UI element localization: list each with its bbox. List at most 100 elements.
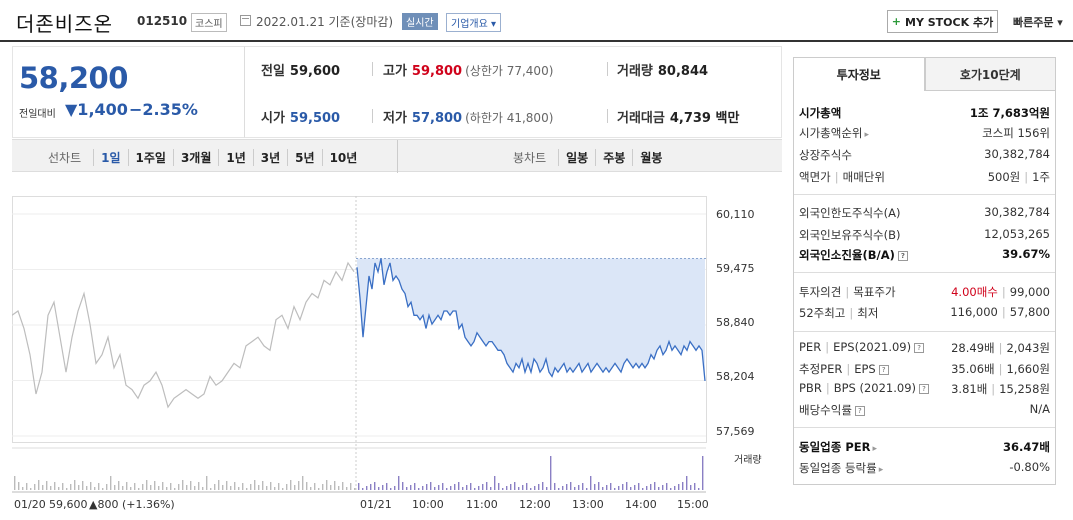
ind-rate-value: -0.80% xyxy=(1009,460,1050,474)
stat-low: 저가 57,800 (하한가 41,800) xyxy=(383,107,553,126)
volume-bar xyxy=(666,483,668,490)
volume-bar xyxy=(30,488,32,490)
volume-bar xyxy=(470,483,472,490)
tab-orderbook-10[interactable]: 호가10단계 xyxy=(924,57,1056,91)
tab-invest-info[interactable]: 투자정보 xyxy=(793,57,925,91)
period-5y[interactable]: 5년 xyxy=(287,149,321,166)
info-row: 52주최고 | 최저 116,000 | 57,800 xyxy=(799,305,1050,321)
volume-bar xyxy=(262,481,264,490)
chevron-right-icon: ▸ xyxy=(878,465,884,475)
volume-bar xyxy=(378,487,380,490)
volume-bar xyxy=(290,480,292,490)
stat-prev-label: 전일 xyxy=(261,64,285,79)
stat-high-value: 59,800 xyxy=(411,64,463,79)
volume-bar xyxy=(134,483,136,490)
volume-bar xyxy=(34,484,36,490)
volume-bar xyxy=(14,476,16,490)
volume-bar xyxy=(578,485,580,490)
period-1d[interactable]: 1일 xyxy=(93,149,127,166)
volume-bar xyxy=(286,484,288,490)
divider: | xyxy=(846,362,851,376)
volume-bar xyxy=(670,488,672,490)
x-tick: 12:00 xyxy=(519,498,551,511)
w52-low-text: 최저 xyxy=(857,306,879,320)
volume-bar xyxy=(654,482,656,490)
volume-bar xyxy=(646,486,648,490)
candle-daily[interactable]: 일봉 xyxy=(558,149,595,166)
prev-day-line xyxy=(12,261,355,409)
divider: | xyxy=(1024,170,1029,184)
market-badge: 코스피 xyxy=(191,13,227,32)
volume-bar xyxy=(694,483,696,490)
plot-frame xyxy=(12,196,707,443)
help-icon[interactable]: ? xyxy=(897,250,908,261)
foreign-hold-value: 12,053,265 xyxy=(984,227,1050,241)
volume-bar xyxy=(518,487,520,490)
period-10y[interactable]: 10년 xyxy=(321,149,365,166)
help-icon[interactable]: ? xyxy=(854,405,865,416)
par-label: 액면가 xyxy=(799,170,831,184)
volume-bar xyxy=(562,486,564,490)
volume-bar xyxy=(250,484,252,490)
period-3y[interactable]: 3년 xyxy=(252,149,287,166)
mktrank-link[interactable]: 시가총액순위 ▸ xyxy=(799,125,869,141)
help-icon[interactable]: ? xyxy=(919,383,930,394)
x-tick: 10:00 xyxy=(412,498,444,511)
help-icon[interactable]: ? xyxy=(878,364,889,375)
candle-weekly[interactable]: 주봉 xyxy=(595,149,632,166)
bps-text: BPS (2021.09) xyxy=(833,381,917,395)
volume-bar xyxy=(70,484,72,490)
volume-bar xyxy=(78,485,80,490)
info-row: 액면가 | 매매단위 500원 | 1주 xyxy=(799,169,1050,185)
volume-bar xyxy=(410,485,412,490)
mktrank-value: 코스피 156위 xyxy=(982,126,1050,140)
stat-lower-limit: (하한가 41,800) xyxy=(465,111,554,125)
candle-monthly[interactable]: 월봉 xyxy=(632,149,669,166)
volume-bar xyxy=(174,488,176,490)
today-line xyxy=(356,258,706,381)
quick-order-button[interactable]: 빠른주문 ▾ xyxy=(1013,16,1063,29)
price-chart[interactable]: 60,110 59,475 58,840 58,204 57,569 거래량 0… xyxy=(12,196,782,520)
pbr-value: 3.81배 | 15,258원 xyxy=(951,381,1050,397)
volume-bar xyxy=(506,486,508,490)
volume-bar xyxy=(390,488,392,490)
per-label: PER | EPS(2021.09)? xyxy=(799,340,925,356)
volume-bar xyxy=(514,482,516,490)
divider: | xyxy=(1001,305,1006,319)
info-row: PER | EPS(2021.09)? 28.49배 | 2,043원 xyxy=(799,340,1050,356)
volume-bar xyxy=(206,476,208,490)
volume-bar xyxy=(354,488,356,490)
w52-value: 116,000 | 57,800 xyxy=(950,305,1050,321)
eper-text: 추정PER xyxy=(799,362,843,376)
par-value: 500원 xyxy=(987,170,1021,184)
volume-bar xyxy=(610,483,612,490)
ind-rate-link[interactable]: 동일업종 등락률 ▸ xyxy=(799,460,883,476)
eeps-text: EPS xyxy=(854,362,876,376)
volume-bar xyxy=(338,486,340,490)
realtime-button[interactable]: 실시간 xyxy=(402,13,438,30)
volume-bar xyxy=(230,486,232,490)
help-icon[interactable]: ? xyxy=(914,342,925,353)
divider xyxy=(794,331,1055,332)
info-row: 배당수익률? N/A xyxy=(799,402,1050,418)
ind-per-link[interactable]: 동일업종 PER ▸ xyxy=(799,439,877,455)
period-3m[interactable]: 3개월 xyxy=(172,149,218,166)
volume-bar xyxy=(466,485,468,490)
volume-bar xyxy=(542,482,544,490)
period-1w[interactable]: 1주일 xyxy=(127,149,173,166)
info-row: 외국인소진율(B/A)? 39.67% xyxy=(799,247,1050,263)
price-stats: 전일 59,600 고가 59,800 (상한가 77,400) 거래량 80,844 … xyxy=(244,46,782,138)
today-area-fill xyxy=(357,258,705,381)
period-1y[interactable]: 1년 xyxy=(218,149,252,166)
volume-bar xyxy=(494,476,496,490)
info-row: 시가총액순위 ▸ 코스피 156위 xyxy=(799,125,1050,141)
mktcap-label: 시가총액 xyxy=(799,106,842,120)
volume-bar xyxy=(322,484,324,490)
unit-value: 1주 xyxy=(1032,170,1050,184)
divider: | xyxy=(845,285,850,299)
volume-bar xyxy=(502,488,504,490)
div-value: N/A xyxy=(1029,402,1050,416)
mystock-add-button[interactable]: + MY STOCK 추가 xyxy=(887,10,998,33)
company-info-button[interactable]: 기업개요 ▾ xyxy=(446,13,501,32)
volume-bar xyxy=(178,484,180,490)
